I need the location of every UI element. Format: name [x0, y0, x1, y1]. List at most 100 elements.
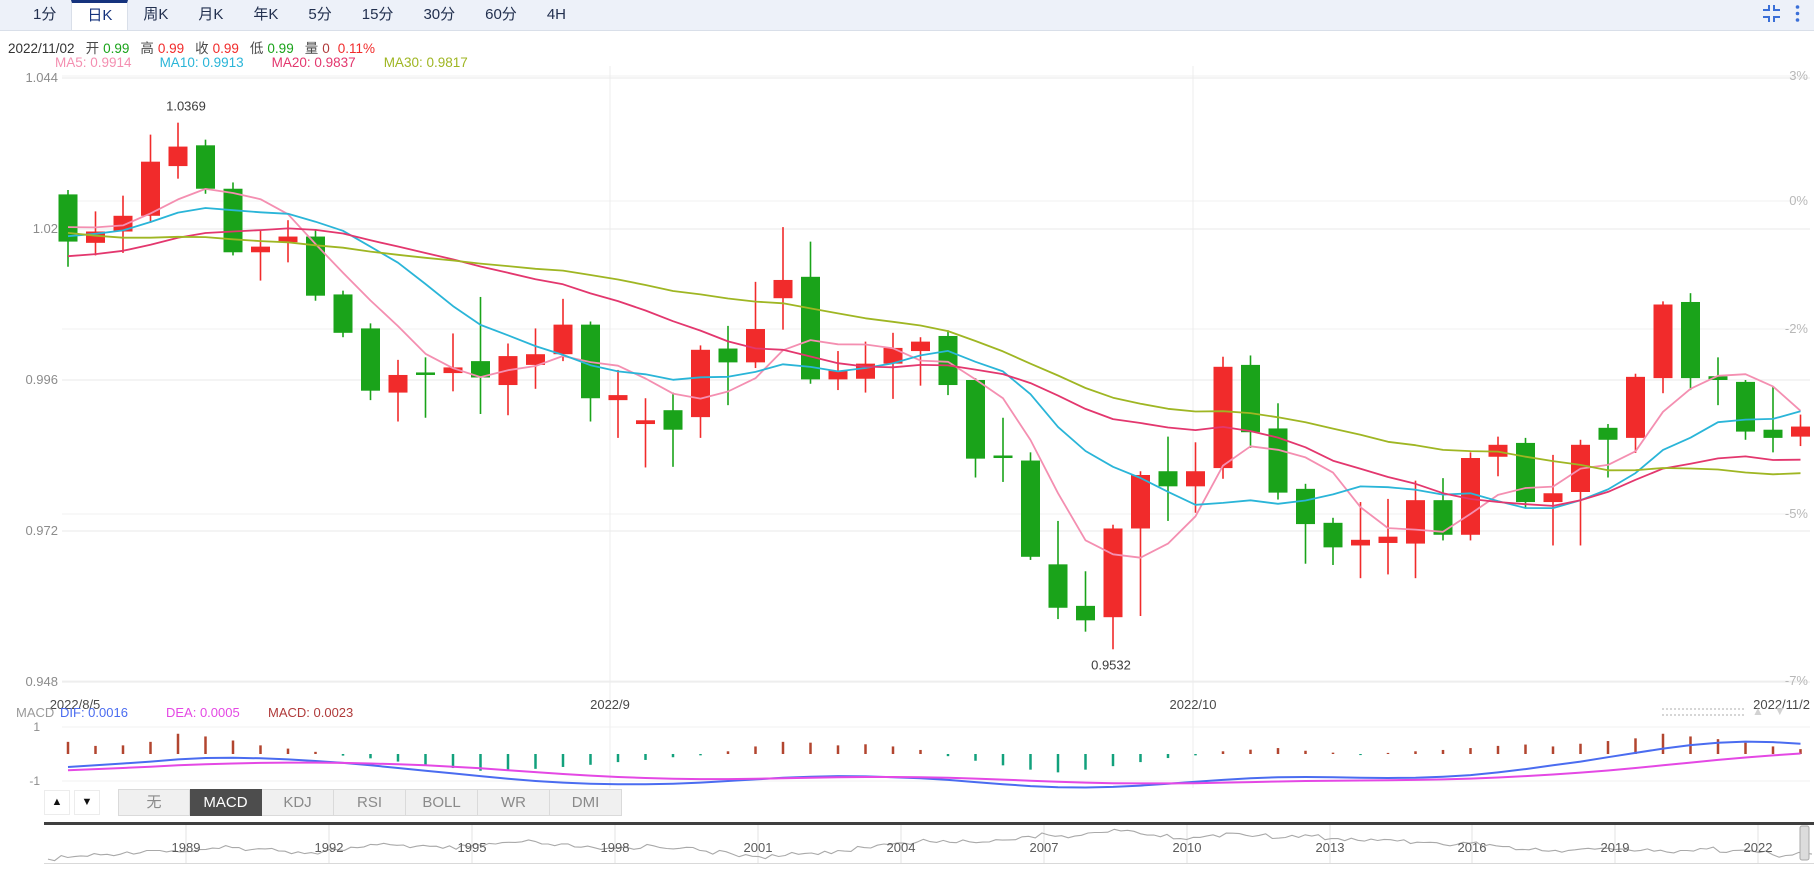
candle-body: [718, 348, 738, 363]
navigator-sparkline: [47, 828, 1813, 862]
candle-body: [966, 380, 985, 459]
candle[interactable]: [1213, 356, 1233, 479]
candle[interactable]: [141, 134, 160, 223]
candle[interactable]: [306, 229, 325, 301]
candle[interactable]: [1543, 454, 1563, 546]
candle[interactable]: [251, 230, 270, 281]
candle[interactable]: [883, 332, 903, 399]
quote-field-value: 0.99: [212, 41, 239, 56]
indicator-tab-KDJ[interactable]: KDJ: [262, 789, 334, 816]
candle[interactable]: [773, 227, 793, 330]
pane-collapse-arrows[interactable]: ▲▼: [1752, 704, 1796, 718]
candle[interactable]: [168, 122, 188, 179]
timeframe-tab-周K[interactable]: 周K: [143, 6, 169, 23]
timeframe-tab-5分[interactable]: 5分: [308, 6, 332, 23]
candle[interactable]: [1103, 524, 1123, 650]
indicator-scroll-up-button[interactable]: ▲: [44, 790, 70, 815]
candle[interactable]: [1351, 502, 1370, 579]
macd-legend-item-0: MACD: [16, 705, 55, 720]
candle[interactable]: [1598, 424, 1618, 478]
axis-label: 2022/10: [1170, 697, 1217, 712]
candle[interactable]: [1736, 380, 1755, 440]
candle-body: [471, 361, 490, 378]
candle-body: [196, 145, 215, 189]
axis-label: -2%: [1785, 321, 1809, 336]
candle[interactable]: [196, 139, 215, 194]
candle[interactable]: [1378, 498, 1398, 575]
candle[interactable]: [801, 241, 820, 384]
candle[interactable]: [58, 189, 78, 267]
candle[interactable]: [608, 369, 628, 438]
kebab-menu-icon[interactable]: [1795, 4, 1800, 23]
timeframe-tab-60分[interactable]: 60分: [485, 6, 517, 23]
candle[interactable]: [1488, 436, 1508, 477]
candle[interactable]: [1461, 452, 1480, 541]
indicator-tab-无[interactable]: 无: [118, 789, 190, 816]
candle[interactable]: [1296, 483, 1315, 564]
candle[interactable]: [1021, 452, 1040, 560]
timeframe-tab-日K[interactable]: 日K: [71, 0, 129, 30]
candle[interactable]: [278, 220, 298, 263]
candle[interactable]: [581, 321, 600, 422]
candle[interactable]: [1791, 414, 1810, 447]
candle[interactable]: [526, 328, 545, 389]
candle[interactable]: [1571, 439, 1590, 546]
candle[interactable]: [691, 345, 710, 438]
candle[interactable]: [416, 357, 435, 418]
candle[interactable]: [471, 296, 490, 414]
candle-body: [333, 294, 353, 333]
candle[interactable]: [498, 343, 518, 416]
candle[interactable]: [1268, 403, 1288, 500]
navigator-slider-handle[interactable]: [1799, 825, 1810, 861]
indicator-tab-BOLL[interactable]: BOLL: [406, 789, 478, 816]
indicator-tab-WR[interactable]: WR: [478, 789, 550, 816]
timeframe-tab-年K[interactable]: 年K: [253, 6, 279, 23]
candle-body: [1351, 539, 1370, 546]
candle[interactable]: [333, 290, 353, 338]
timeframe-tab-4H[interactable]: 4H: [546, 6, 566, 23]
candle[interactable]: [1626, 373, 1645, 453]
candle[interactable]: [1241, 355, 1260, 448]
navigator-year-label: 2013: [1316, 840, 1345, 855]
axis-label: 0.996: [25, 372, 58, 387]
candle[interactable]: [1516, 437, 1535, 509]
candle[interactable]: [1131, 471, 1150, 616]
candle[interactable]: [443, 333, 463, 392]
candle[interactable]: [966, 378, 985, 478]
candle[interactable]: [663, 392, 683, 467]
indicator-scroll-down-button[interactable]: ▼: [74, 790, 100, 815]
indicator-tab-MACD[interactable]: MACD: [190, 789, 262, 816]
candle[interactable]: [553, 298, 573, 362]
candle[interactable]: [1158, 436, 1178, 521]
candle-body: [608, 395, 628, 401]
timeframe-tab-1分[interactable]: 1分: [33, 6, 57, 23]
candle[interactable]: [636, 398, 655, 468]
candle[interactable]: [746, 281, 765, 369]
candle[interactable]: [1681, 293, 1700, 391]
collapse-panes-icon[interactable]: [1762, 4, 1781, 23]
timeframe-tab-15分[interactable]: 15分: [361, 6, 394, 23]
candle[interactable]: [1323, 517, 1343, 565]
candle[interactable]: [1433, 478, 1453, 541]
indicator-tab-DMI[interactable]: DMI: [550, 789, 622, 816]
candle[interactable]: [993, 417, 1013, 482]
quote-field-label: 量: [304, 41, 319, 56]
timeframe-tab-30分[interactable]: 30分: [423, 6, 456, 23]
candle[interactable]: [1048, 520, 1068, 620]
indicator-tab-RSI[interactable]: RSI: [334, 789, 406, 816]
candle[interactable]: [223, 182, 243, 256]
candle-body: [223, 188, 243, 253]
candle[interactable]: [113, 195, 133, 253]
candle-body: [1241, 364, 1260, 433]
candle[interactable]: [1076, 571, 1095, 632]
candle[interactable]: [388, 359, 408, 422]
candle[interactable]: [1653, 301, 1673, 394]
timeframe-tab-月K[interactable]: 月K: [198, 6, 224, 23]
candle[interactable]: [361, 323, 380, 401]
candle-body: [1131, 475, 1150, 529]
candle-body: [1626, 376, 1645, 438]
candle[interactable]: [1186, 442, 1205, 513]
candle[interactable]: [1708, 357, 1728, 406]
pane-resize-handle[interactable]: [1662, 708, 1744, 716]
